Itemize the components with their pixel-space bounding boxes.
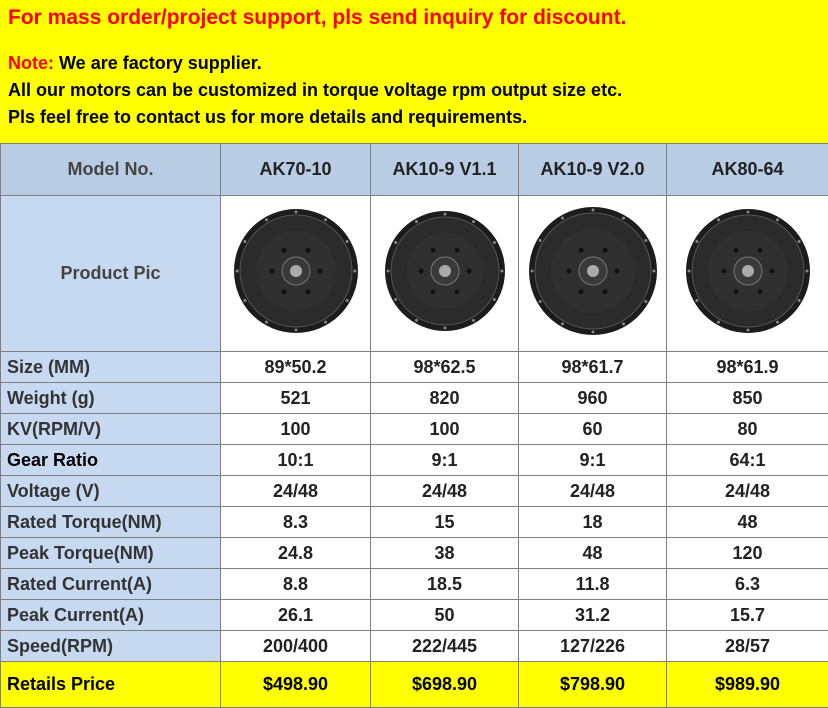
cell: 120 bbox=[667, 538, 828, 569]
cell: 24.8 bbox=[221, 538, 371, 569]
cell: AK10-9 V1.1 bbox=[371, 144, 519, 196]
price-row: Retails Price$498.90$698.90$798.90$989.9… bbox=[1, 662, 828, 708]
cell bbox=[221, 196, 371, 352]
cell: 98*61.7 bbox=[519, 352, 667, 383]
motor-image bbox=[678, 196, 818, 346]
cell: 850 bbox=[667, 383, 828, 414]
cell: $698.90 bbox=[371, 662, 519, 708]
cell: 60 bbox=[519, 414, 667, 445]
cell: 80 bbox=[667, 414, 828, 445]
note-text: We are factory supplier. bbox=[59, 53, 262, 73]
cell: 48 bbox=[667, 507, 828, 538]
cell: Gear Ratio bbox=[1, 445, 221, 476]
motor-image bbox=[523, 196, 663, 346]
cell: 15.7 bbox=[667, 600, 828, 631]
cell: 11.8 bbox=[519, 569, 667, 600]
cell: 100 bbox=[221, 414, 371, 445]
cell: 521 bbox=[221, 383, 371, 414]
cell: Weight (g) bbox=[1, 383, 221, 414]
cell: AK70-10 bbox=[221, 144, 371, 196]
banner: For mass order/project support, pls send… bbox=[0, 0, 828, 143]
cell: 100 bbox=[371, 414, 519, 445]
cell: 9:1 bbox=[519, 445, 667, 476]
cell: Product Pic bbox=[1, 196, 221, 352]
cell: Speed(RPM) bbox=[1, 631, 221, 662]
cell bbox=[371, 196, 519, 352]
cell: Size (MM) bbox=[1, 352, 221, 383]
cell: 18.5 bbox=[371, 569, 519, 600]
headline: For mass order/project support, pls send… bbox=[8, 6, 820, 30]
picture-row: Product Pic bbox=[1, 196, 828, 352]
cell: 8.3 bbox=[221, 507, 371, 538]
note-label: Note: bbox=[8, 53, 54, 73]
motor-image bbox=[226, 196, 366, 346]
cell: 98*62.5 bbox=[371, 352, 519, 383]
cell: 24/48 bbox=[371, 476, 519, 507]
cell: Peak Torque(NM) bbox=[1, 538, 221, 569]
banner-line: All our motors can be customized in torq… bbox=[8, 77, 820, 104]
cell: 64:1 bbox=[667, 445, 828, 476]
cell: 9:1 bbox=[371, 445, 519, 476]
cell: Rated Current(A) bbox=[1, 569, 221, 600]
cell: 31.2 bbox=[519, 600, 667, 631]
cell: 26.1 bbox=[221, 600, 371, 631]
cell: 24/48 bbox=[667, 476, 828, 507]
cell: 18 bbox=[519, 507, 667, 538]
cell: 222/445 bbox=[371, 631, 519, 662]
cell: KV(RPM/V) bbox=[1, 414, 221, 445]
cell: 127/226 bbox=[519, 631, 667, 662]
cell: 6.3 bbox=[667, 569, 828, 600]
cell: 48 bbox=[519, 538, 667, 569]
cell: 15 bbox=[371, 507, 519, 538]
cell: 10:1 bbox=[221, 445, 371, 476]
cell: 89*50.2 bbox=[221, 352, 371, 383]
cell: Voltage (V) bbox=[1, 476, 221, 507]
cell: Rated Torque(NM) bbox=[1, 507, 221, 538]
cell: 98*61.9 bbox=[667, 352, 828, 383]
cell: 38 bbox=[371, 538, 519, 569]
cell: 8.8 bbox=[221, 569, 371, 600]
cell: Retails Price bbox=[1, 662, 221, 708]
cell: AK80-64 bbox=[667, 144, 828, 196]
cell bbox=[667, 196, 828, 352]
cell: $989.90 bbox=[667, 662, 828, 708]
cell: Peak Current(A) bbox=[1, 600, 221, 631]
cell: 24/48 bbox=[519, 476, 667, 507]
cell: 24/48 bbox=[221, 476, 371, 507]
cell bbox=[519, 196, 667, 352]
cell: 200/400 bbox=[221, 631, 371, 662]
motor-image bbox=[375, 196, 515, 346]
cell: $498.90 bbox=[221, 662, 371, 708]
cell: 820 bbox=[371, 383, 519, 414]
cell: AK10-9 V2.0 bbox=[519, 144, 667, 196]
note-line: Note: We are factory supplier. bbox=[8, 50, 820, 77]
cell: 28/57 bbox=[667, 631, 828, 662]
cell: Model No. bbox=[1, 144, 221, 196]
banner-line: Pls feel free to contact us for more det… bbox=[8, 104, 820, 131]
cell: $798.90 bbox=[519, 662, 667, 708]
cell: 50 bbox=[371, 600, 519, 631]
cell: 960 bbox=[519, 383, 667, 414]
